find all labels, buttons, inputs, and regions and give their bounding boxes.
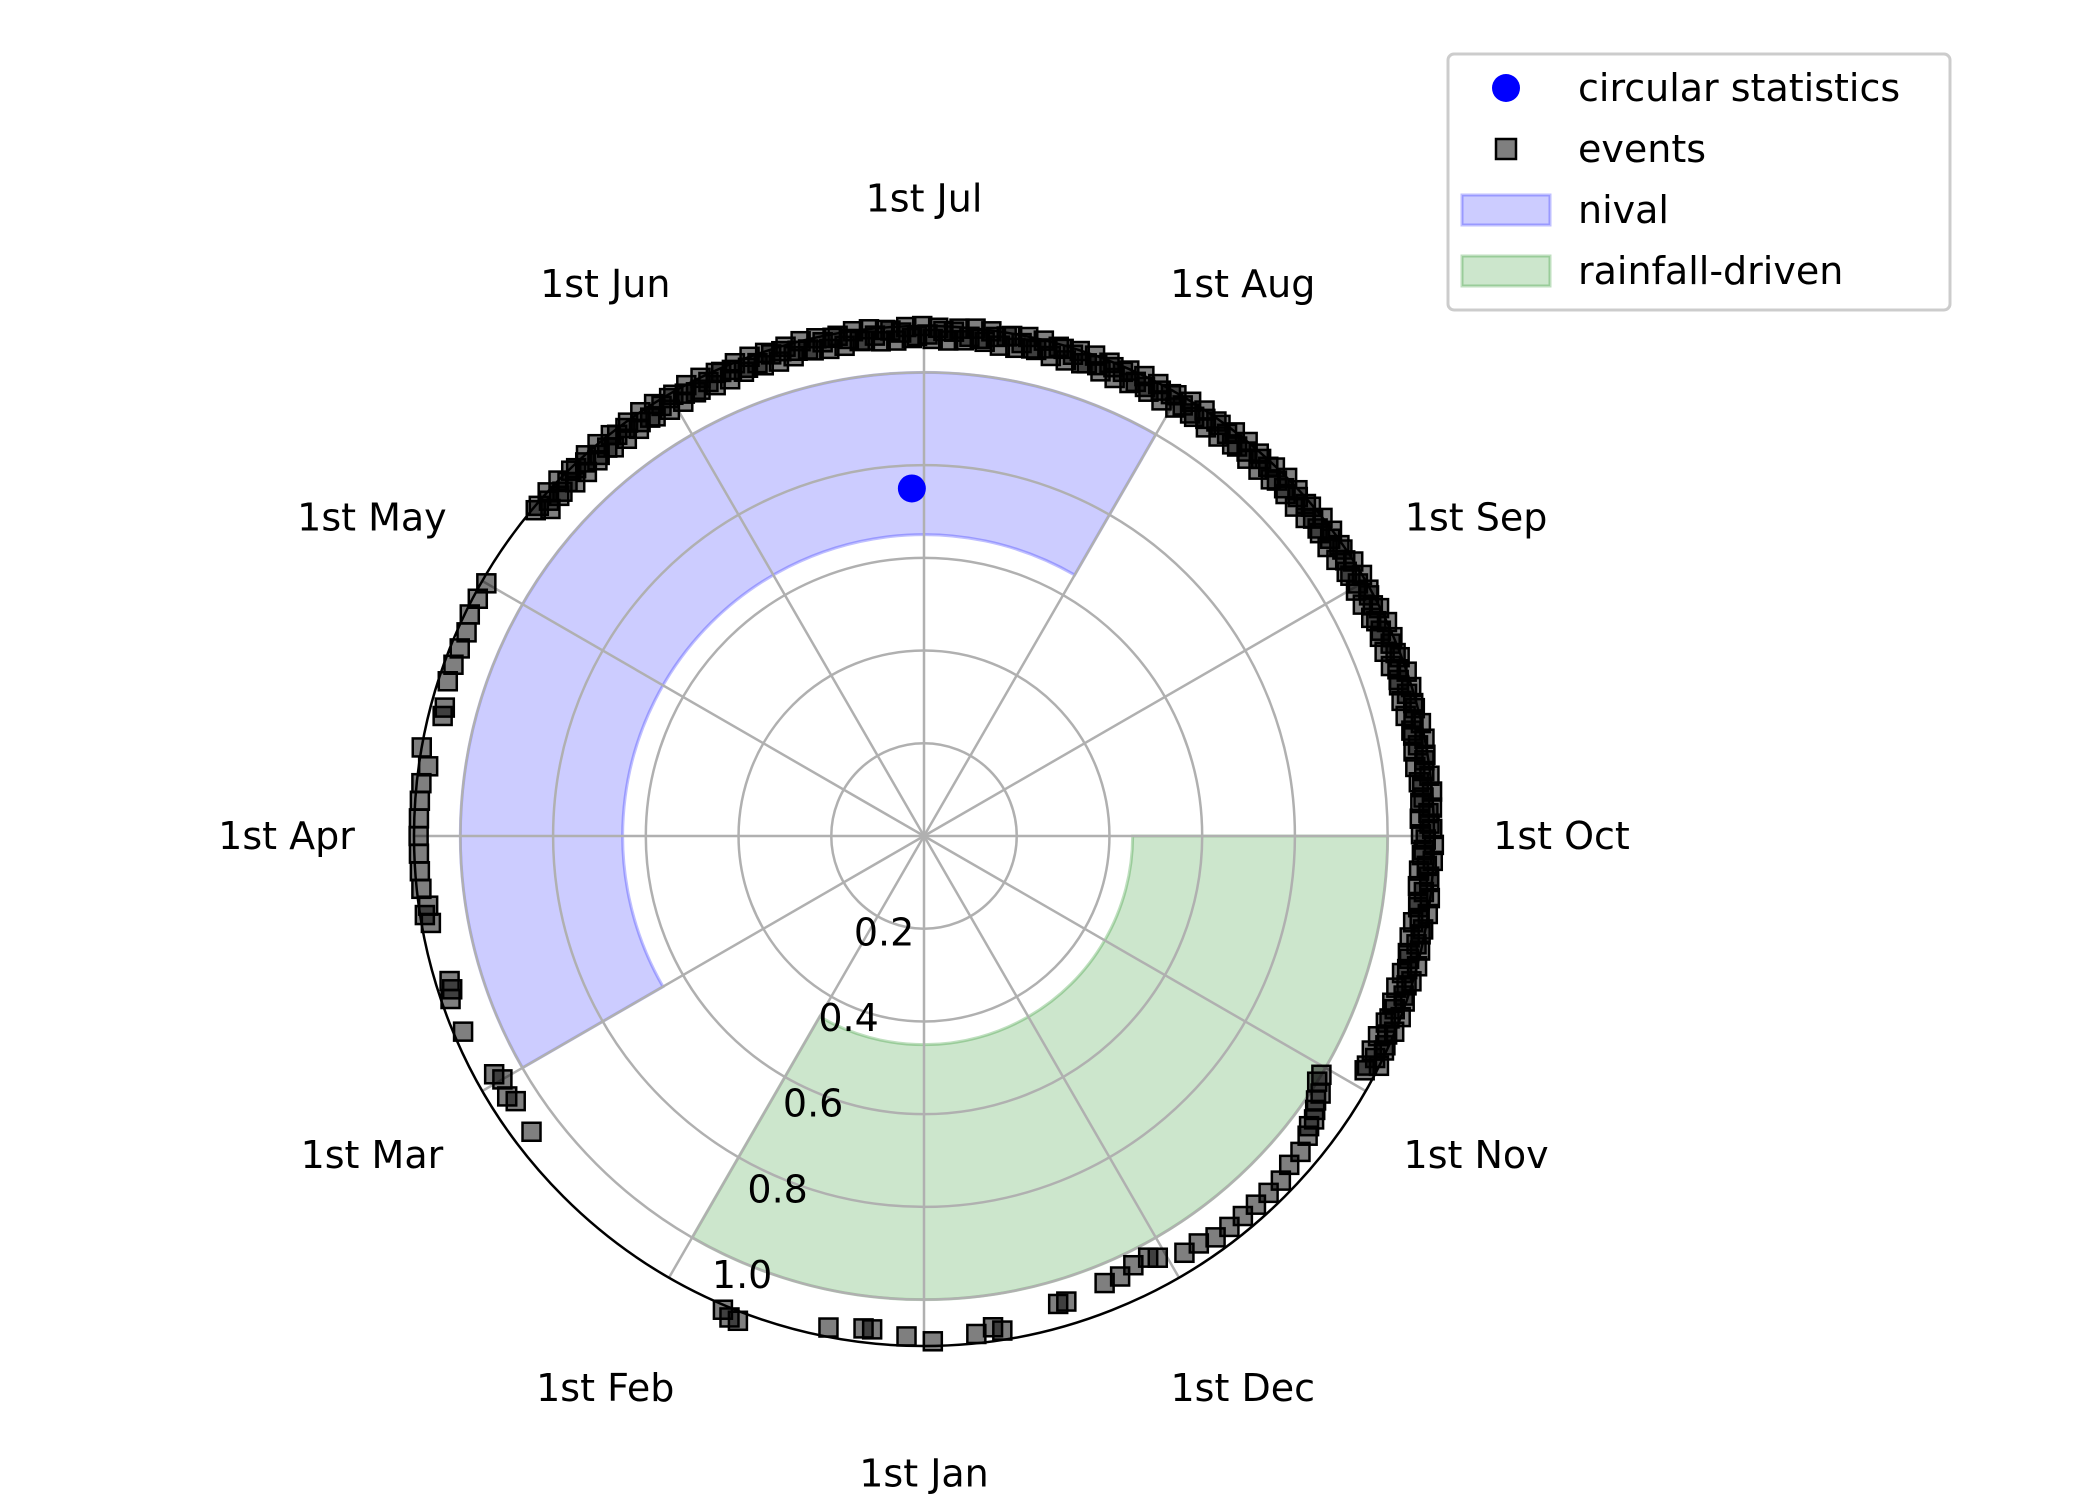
event-marker xyxy=(434,697,456,718)
grid-spoke xyxy=(922,393,1181,837)
month-label: 1st Feb xyxy=(536,1366,674,1410)
month-label: 1st Sep xyxy=(1405,495,1548,539)
event-marker xyxy=(476,573,497,594)
r-tick-label: 0.4 xyxy=(818,996,878,1040)
r-tick-label: 0.6 xyxy=(783,1082,843,1126)
month-label: 1st Oct xyxy=(1493,814,1630,858)
event-marker xyxy=(417,895,439,916)
legend-label: rainfall-driven xyxy=(1578,249,1843,293)
month-label: 1st Jan xyxy=(859,1452,989,1496)
month-label: 1st May xyxy=(297,495,447,539)
legend: circular statistics events nival rainfall-d… xyxy=(1446,52,1952,312)
month-label: 1st Aug xyxy=(1170,262,1315,306)
month-label: 1st Mar xyxy=(301,1133,444,1177)
legend-label: events xyxy=(1578,127,1706,171)
event-marker xyxy=(982,1317,1004,1338)
r-tick-label: 0.2 xyxy=(854,910,914,954)
month-label: 1st Jul xyxy=(866,177,983,221)
grid-spoke xyxy=(481,834,925,1093)
event-marker xyxy=(896,1326,917,1347)
event-marker xyxy=(712,1299,734,1320)
event-marker xyxy=(409,790,431,811)
events-layer xyxy=(408,315,1445,1352)
event-marker xyxy=(408,808,430,829)
month-label: 1st Jun xyxy=(540,262,670,306)
event-marker xyxy=(1354,1060,1375,1081)
event-marker xyxy=(1174,1242,1195,1264)
r-tick-label: 0.8 xyxy=(747,1167,807,1211)
event-marker xyxy=(411,878,432,900)
event-marker xyxy=(853,1318,874,1339)
event-marker xyxy=(818,1317,839,1338)
grid-spoke xyxy=(667,835,926,1279)
event-marker xyxy=(411,772,432,794)
legend-label: circular statistics xyxy=(1578,66,1900,110)
circular-statistics-point xyxy=(897,474,926,503)
month-label: 1st Nov xyxy=(1404,1133,1549,1177)
event-marker xyxy=(966,1323,987,1345)
legend-box xyxy=(1446,52,1952,312)
event-marker xyxy=(483,1064,505,1085)
grid-spoke xyxy=(923,834,1367,1093)
event-marker xyxy=(1205,1227,1226,1248)
legend-circle-icon xyxy=(1492,74,1520,102)
legend-label: nival xyxy=(1578,188,1669,232)
event-marker xyxy=(409,861,431,882)
event-marker xyxy=(922,1331,944,1352)
event-marker xyxy=(1094,1272,1115,1294)
legend-square-icon xyxy=(1494,137,1518,161)
event-marker xyxy=(521,1121,542,1143)
event-marker xyxy=(452,1021,474,1042)
event-marker xyxy=(417,756,439,777)
grid-spoke xyxy=(481,579,925,838)
event-marker xyxy=(1047,1293,1069,1315)
event-marker xyxy=(439,970,460,992)
grid-spoke xyxy=(922,835,1181,1279)
event-marker xyxy=(496,1086,518,1107)
event-marker xyxy=(411,737,432,758)
event-marker xyxy=(408,843,430,864)
month-label: 1st Apr xyxy=(218,814,355,858)
labels-layer: 1st Jul 1st Aug 1st Sep 1st Oct 1st Nov 1st D… xyxy=(218,177,1630,1496)
legend-patch-icon xyxy=(1460,254,1552,288)
statistics-layer xyxy=(897,474,926,503)
grid-spoke xyxy=(923,579,1367,838)
legend-patch-icon xyxy=(1460,193,1552,227)
event-marker xyxy=(408,825,429,847)
r-tick-label: 1.0 xyxy=(712,1253,772,1297)
event-marker xyxy=(456,622,477,643)
grid-spoke xyxy=(667,393,926,837)
month-label: 1st Dec xyxy=(1171,1366,1316,1410)
